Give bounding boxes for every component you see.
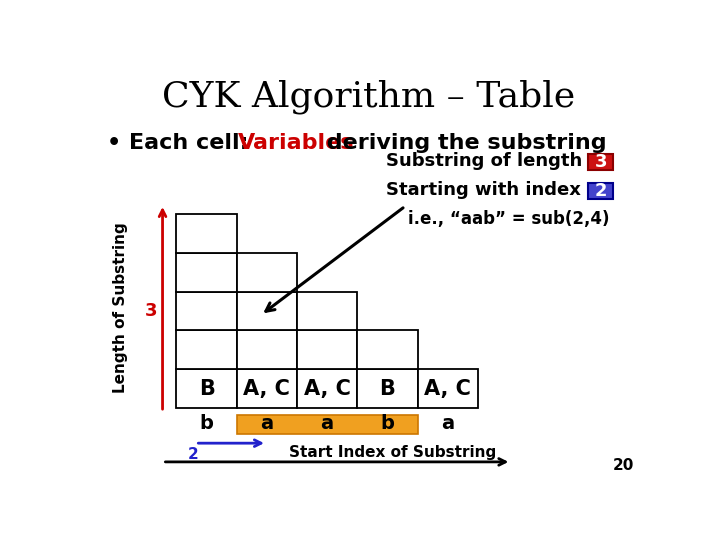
Text: B: B bbox=[379, 379, 395, 399]
Bar bbox=[357, 330, 418, 369]
Bar bbox=[418, 369, 478, 408]
Text: B: B bbox=[199, 379, 215, 399]
Text: Substring of length =: Substring of length = bbox=[386, 152, 610, 170]
Bar bbox=[176, 369, 237, 408]
Bar bbox=[297, 292, 357, 330]
Bar bbox=[588, 183, 613, 199]
Text: Variables: Variables bbox=[238, 133, 354, 153]
Bar bbox=[588, 154, 613, 170]
Text: 3: 3 bbox=[595, 153, 608, 171]
Text: • Each cell:: • Each cell: bbox=[107, 133, 256, 153]
Bar bbox=[176, 330, 237, 369]
Text: b: b bbox=[199, 414, 214, 433]
Text: 2: 2 bbox=[187, 447, 198, 462]
Bar bbox=[237, 415, 418, 434]
Text: a: a bbox=[441, 414, 454, 433]
Text: A, C: A, C bbox=[304, 379, 351, 399]
Text: a: a bbox=[320, 414, 333, 433]
Text: Start Index of Substring: Start Index of Substring bbox=[289, 446, 497, 460]
Bar bbox=[176, 214, 237, 253]
Text: A, C: A, C bbox=[243, 379, 290, 399]
Bar bbox=[237, 253, 297, 292]
Text: 3: 3 bbox=[145, 302, 157, 320]
Text: deriving the substring: deriving the substring bbox=[319, 133, 606, 153]
Bar bbox=[237, 292, 297, 330]
Bar bbox=[237, 369, 297, 408]
Text: i.e., “aab” = sub(2,4): i.e., “aab” = sub(2,4) bbox=[408, 210, 610, 228]
Text: a: a bbox=[261, 414, 274, 433]
Bar bbox=[297, 330, 357, 369]
Text: 2: 2 bbox=[595, 182, 608, 200]
Text: b: b bbox=[380, 414, 395, 433]
Bar bbox=[297, 369, 357, 408]
Text: 20: 20 bbox=[613, 458, 634, 473]
Text: Length of Substring: Length of Substring bbox=[113, 222, 128, 394]
Text: Starting with index =: Starting with index = bbox=[386, 181, 608, 199]
Bar bbox=[357, 369, 418, 408]
Text: A, C: A, C bbox=[424, 379, 471, 399]
Bar bbox=[237, 330, 297, 369]
Text: CYK Algorithm – Table: CYK Algorithm – Table bbox=[163, 79, 575, 114]
Bar bbox=[176, 292, 237, 330]
Bar bbox=[176, 253, 237, 292]
